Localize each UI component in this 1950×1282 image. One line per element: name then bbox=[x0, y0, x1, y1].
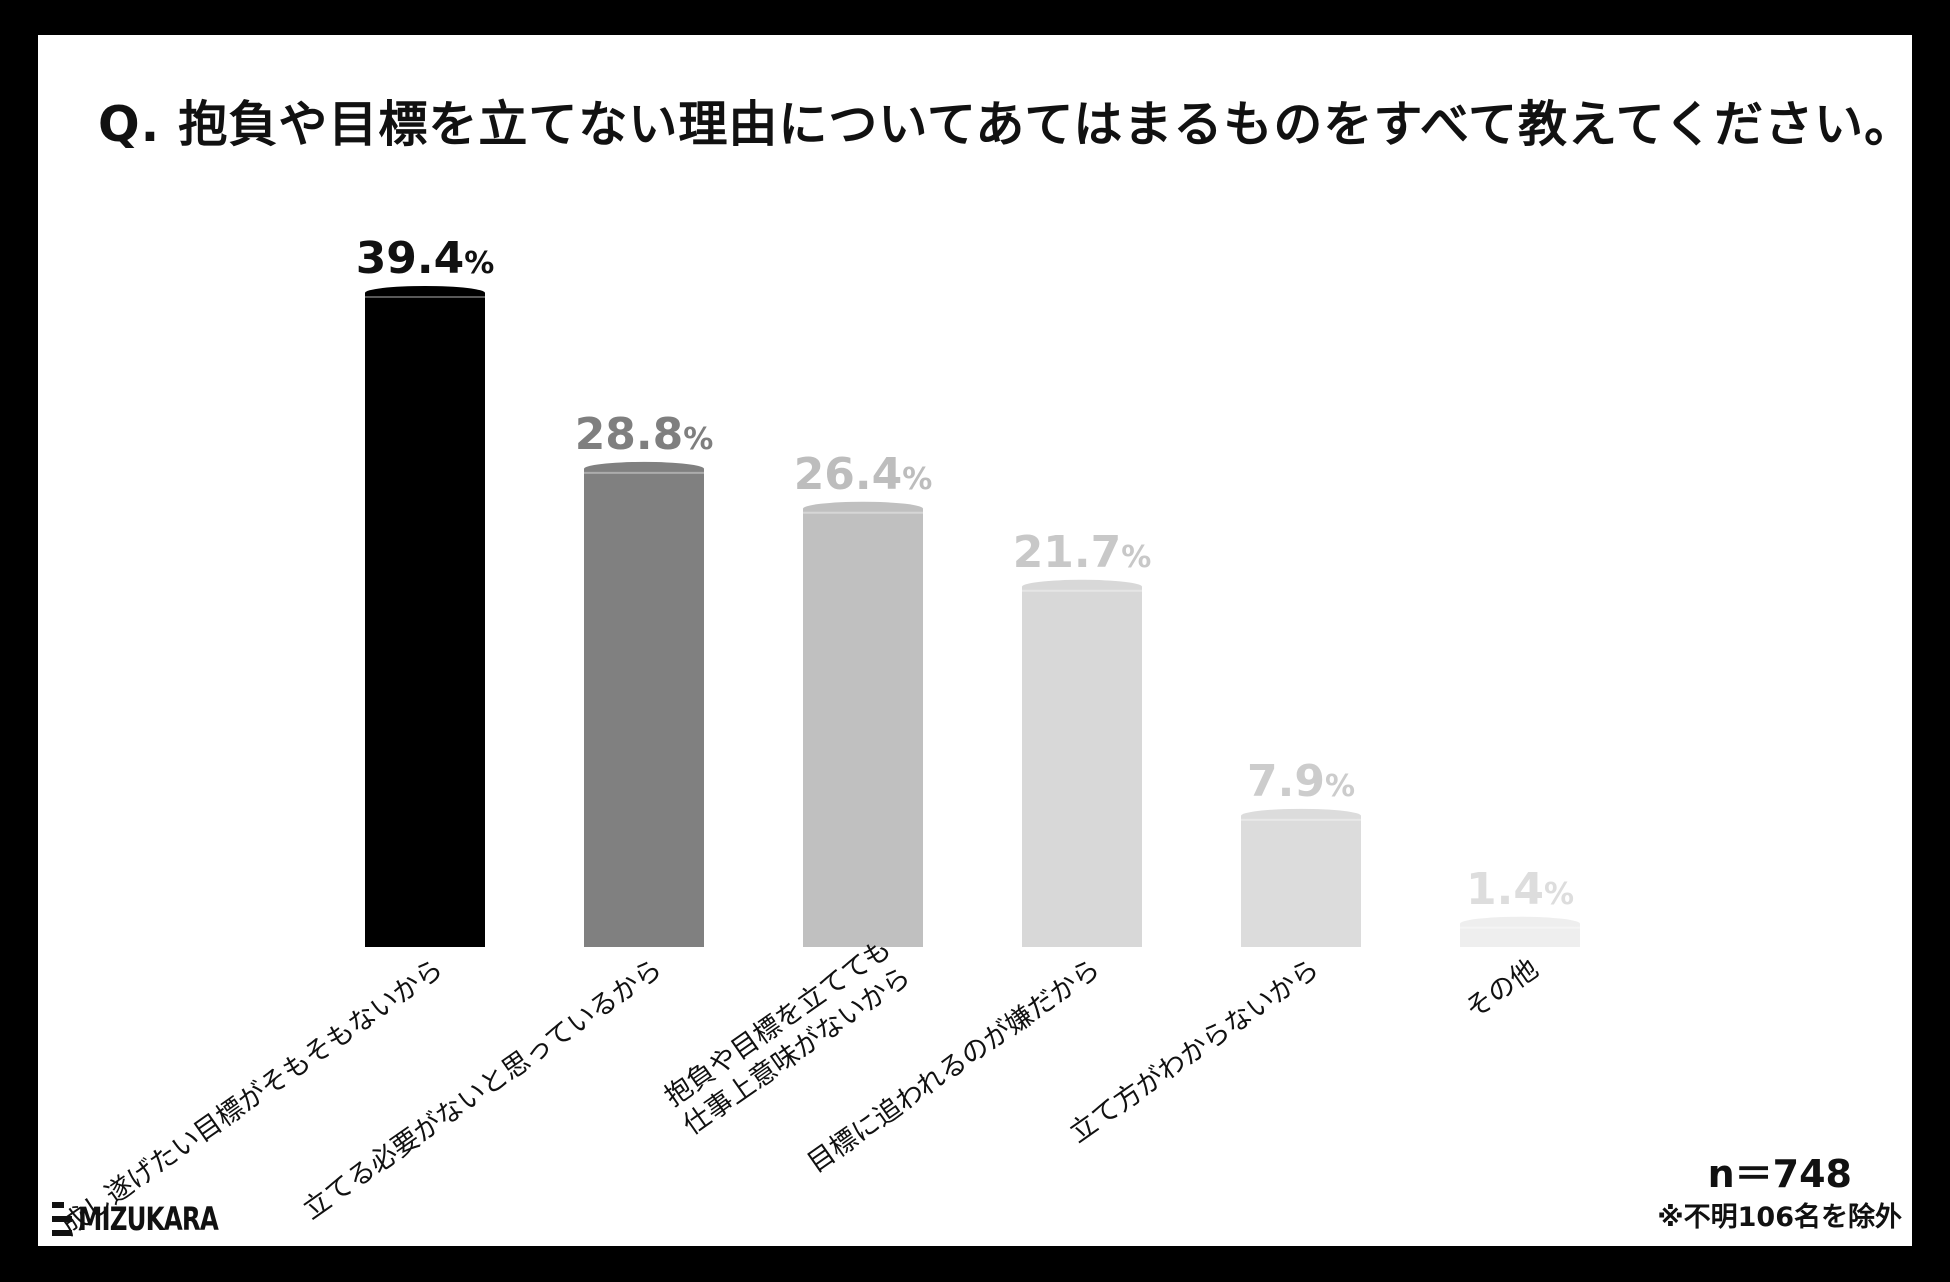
bar bbox=[803, 508, 923, 947]
value-number: 26.4 bbox=[794, 449, 903, 500]
value-unit: % bbox=[1544, 877, 1574, 912]
value-label: 26.4% bbox=[794, 449, 933, 500]
value-number: 28.8 bbox=[575, 409, 684, 460]
brand-logo: MIZUKARA bbox=[52, 1200, 243, 1238]
value-number: 39.4 bbox=[356, 233, 465, 284]
bar-group: 1.4% その他 bbox=[1460, 864, 1580, 1025]
chart-canvas: Q. 抱負や目標を立てない理由についてあてはまるものをすべて教えてください。 3… bbox=[38, 35, 1915, 1246]
value-number: 7.9 bbox=[1247, 756, 1325, 807]
value-unit: % bbox=[1121, 540, 1151, 575]
value-number: 21.7 bbox=[1013, 527, 1122, 578]
bar-chart: 39.4% 成し遂げたい目標がそもそもないから 28.8% 立てる必要がないと思ってい… bbox=[56, 233, 1580, 1242]
bar-group: 28.8% 立てる必要がないと思っているから bbox=[297, 409, 713, 1226]
category-label: その他 bbox=[1460, 953, 1544, 1025]
bar-cap bbox=[1460, 916, 1580, 931]
category-label-line: 立て方がわからないから bbox=[1064, 953, 1325, 1149]
bar-group: 39.4% 成し遂げたい目標がそもそもないから bbox=[56, 233, 495, 1242]
bar-cap bbox=[1022, 579, 1142, 594]
value-label: 28.8% bbox=[575, 409, 714, 460]
logo-mark-icon bbox=[52, 1202, 72, 1236]
bar bbox=[584, 468, 704, 947]
bar bbox=[1241, 815, 1361, 947]
value-label: 39.4% bbox=[356, 233, 495, 284]
category-label: 成し遂げたい目標がそもそもないから bbox=[56, 953, 449, 1241]
bar-cap bbox=[584, 461, 704, 476]
category-label: 立て方がわからないから bbox=[1064, 953, 1325, 1149]
chart-title: Q. 抱負や目標を立てない理由についてあてはまるものをすべて教えてください。 bbox=[98, 96, 1915, 153]
category-label: 立てる必要がないと思っているから bbox=[297, 953, 668, 1225]
value-unit: % bbox=[1325, 769, 1355, 804]
bar-cap bbox=[803, 501, 923, 516]
category-label-line: その他 bbox=[1460, 953, 1544, 1025]
value-unit: % bbox=[464, 246, 494, 281]
sample-size: n＝748 bbox=[1707, 1152, 1852, 1196]
value-unit: % bbox=[902, 462, 932, 497]
bar bbox=[1022, 586, 1142, 947]
value-unit: % bbox=[683, 422, 713, 457]
bar-cap bbox=[365, 285, 485, 300]
logo-text: MIZUKARA bbox=[78, 1200, 219, 1238]
exclusion-note: ※不明106名を除外 bbox=[1657, 1202, 1902, 1233]
category-label-line: 成し遂げたい目標がそもそもないから bbox=[56, 953, 449, 1241]
value-number: 1.4 bbox=[1466, 864, 1544, 915]
bar-cap bbox=[1241, 808, 1361, 823]
value-label: 1.4% bbox=[1466, 864, 1574, 915]
value-label: 7.9% bbox=[1247, 756, 1355, 807]
category-label-line: 立てる必要がないと思っているから bbox=[297, 953, 668, 1225]
value-label: 21.7% bbox=[1013, 527, 1152, 578]
bar bbox=[365, 292, 485, 948]
